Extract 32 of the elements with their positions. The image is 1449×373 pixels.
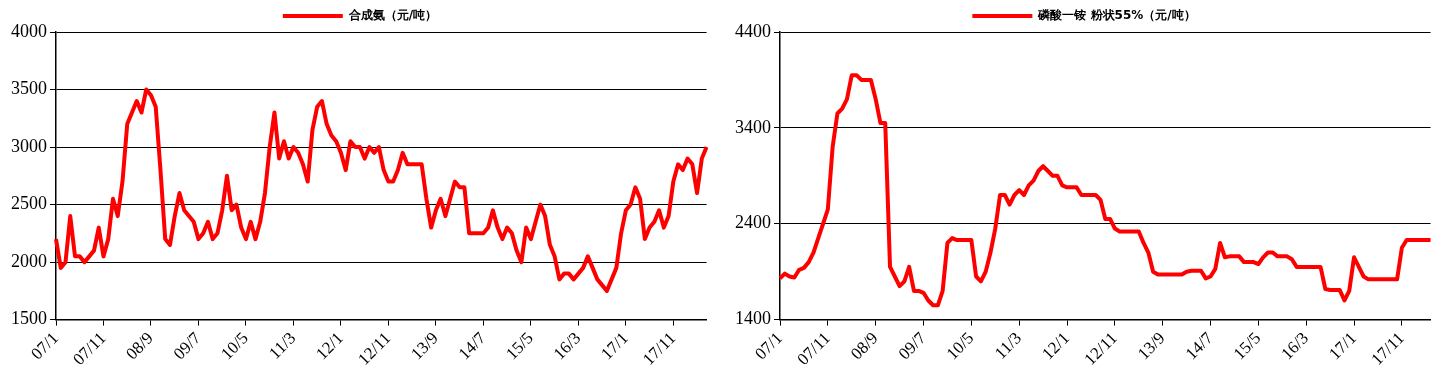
x-tick-label: 17/1 [597,328,632,364]
x-tick-label: 08/9 [122,328,157,364]
y-tick-label: 4400 [735,20,771,41]
x-tick-label: 15/5 [502,328,537,364]
x-tick-label: 11/3 [990,328,1026,363]
x-tick-label: 12/1 [312,328,347,364]
x-tick-label: 17/1 [1325,328,1361,364]
x-tick-label: 15/5 [1229,328,1265,364]
x-tick-label: 07/1 [751,328,786,364]
x-tick-label: 09/7 [169,328,205,364]
x-tick-label: 13/9 [1133,328,1169,364]
x-tick-label: 10/5 [942,328,978,364]
x-tick-label: 13/9 [407,328,442,364]
x-tick-label: 16/3 [1277,328,1313,364]
y-tick-label: 1500 [11,308,47,329]
y-tick-label: 2400 [735,212,771,233]
x-tick-label: 08/9 [846,328,882,364]
legend-label: 磷酸一铵 粉状55%（元/吨） [1037,8,1196,23]
legend-label: 合成氨（元/吨） [347,8,438,23]
y-tick-label: 3400 [735,116,771,137]
y-tick-label: 3000 [11,135,47,156]
x-tick-label: 11/3 [265,328,300,363]
y-tick-label: 4000 [11,20,47,41]
y-tick-label: 2500 [11,193,47,214]
x-tick-label: 09/7 [894,328,930,364]
x-tick-label: 07/1 [27,328,62,364]
x-tick-label: 10/5 [217,328,252,364]
x-tick-label: 12/1 [1038,328,1074,364]
x-tick-label: 16/3 [549,328,585,364]
y-tick-label: 1400 [735,308,771,329]
y-tick-label: 2000 [11,250,47,271]
y-tick-label: 3500 [11,78,47,99]
